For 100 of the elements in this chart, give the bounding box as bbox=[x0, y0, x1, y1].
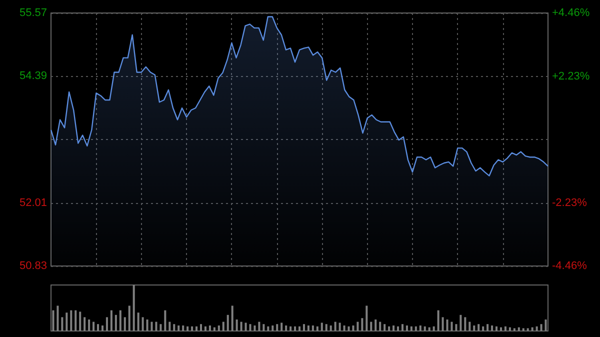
bar bbox=[356, 322, 359, 331]
bar bbox=[236, 320, 238, 331]
bar bbox=[526, 328, 529, 331]
bar bbox=[464, 317, 466, 331]
bar bbox=[66, 312, 68, 331]
bar bbox=[61, 317, 64, 331]
bar bbox=[536, 326, 538, 331]
bar bbox=[142, 317, 144, 331]
bar bbox=[388, 326, 390, 331]
bar bbox=[88, 320, 90, 331]
bar bbox=[338, 322, 341, 331]
bar bbox=[124, 317, 126, 331]
bar bbox=[455, 324, 458, 331]
bar bbox=[450, 322, 453, 331]
bar bbox=[424, 326, 426, 331]
bar bbox=[132, 285, 135, 331]
bar bbox=[504, 326, 506, 331]
bar bbox=[285, 325, 288, 331]
bar bbox=[84, 317, 86, 331]
bar bbox=[508, 327, 511, 331]
bar bbox=[168, 322, 171, 331]
bar bbox=[137, 312, 140, 331]
bar bbox=[428, 327, 430, 331]
bar bbox=[110, 310, 112, 331]
bar bbox=[513, 328, 516, 331]
bar bbox=[325, 324, 328, 331]
bar bbox=[419, 325, 422, 331]
bar bbox=[531, 327, 534, 331]
bar bbox=[544, 320, 547, 331]
bar bbox=[352, 325, 354, 331]
bar bbox=[97, 324, 100, 331]
y-tick-label: 50.83 bbox=[19, 260, 47, 272]
bar bbox=[79, 312, 82, 331]
bar bbox=[414, 326, 417, 331]
bar bbox=[401, 324, 404, 331]
bar bbox=[370, 322, 372, 331]
bar bbox=[213, 327, 216, 331]
bar bbox=[74, 310, 77, 331]
bar bbox=[164, 310, 166, 331]
bar bbox=[316, 326, 318, 331]
bar bbox=[410, 326, 412, 331]
bar bbox=[330, 325, 332, 331]
bar bbox=[294, 326, 296, 331]
bar bbox=[196, 326, 198, 331]
bar bbox=[406, 325, 408, 331]
bar bbox=[150, 322, 153, 331]
bar bbox=[218, 325, 220, 331]
bar bbox=[334, 322, 336, 331]
bar bbox=[106, 317, 108, 331]
bar bbox=[146, 320, 148, 331]
bar bbox=[500, 327, 502, 331]
bar bbox=[478, 324, 480, 331]
bar bbox=[244, 322, 247, 331]
bar bbox=[173, 324, 176, 331]
bar bbox=[52, 310, 54, 331]
bar bbox=[155, 322, 158, 331]
bar bbox=[384, 324, 386, 331]
y-tick-label: 55.57 bbox=[19, 7, 47, 19]
bar bbox=[437, 310, 440, 331]
bar bbox=[396, 326, 400, 331]
bar bbox=[348, 326, 350, 331]
bar bbox=[460, 314, 462, 331]
bar bbox=[432, 326, 435, 331]
y2-tick-label: -4.46% bbox=[552, 260, 588, 272]
bar bbox=[200, 324, 202, 331]
bar bbox=[204, 326, 206, 331]
bar bbox=[240, 322, 242, 331]
y2-tick-label: +4.46% bbox=[552, 7, 590, 19]
bar bbox=[343, 325, 346, 331]
bar bbox=[496, 326, 498, 331]
y-tick-label: 52.01 bbox=[19, 197, 47, 210]
bar bbox=[101, 325, 104, 331]
y2-tick-label: -2.23% bbox=[552, 196, 588, 209]
bar bbox=[249, 324, 252, 331]
bar bbox=[128, 306, 130, 331]
bar bbox=[361, 318, 364, 331]
bar bbox=[267, 326, 270, 331]
bar bbox=[290, 326, 292, 331]
bar bbox=[254, 325, 256, 331]
bar bbox=[186, 326, 189, 331]
bar bbox=[276, 324, 278, 331]
bar bbox=[280, 322, 283, 331]
bar bbox=[258, 322, 260, 331]
bar bbox=[298, 326, 301, 331]
bar bbox=[374, 320, 377, 331]
bar bbox=[468, 322, 471, 331]
y2-tick-label: +2.23% bbox=[552, 70, 590, 82]
bar bbox=[446, 320, 448, 331]
bar bbox=[522, 328, 524, 331]
bar bbox=[473, 325, 476, 331]
bar bbox=[70, 310, 72, 331]
bar bbox=[114, 314, 117, 331]
bar bbox=[379, 322, 382, 331]
bar bbox=[191, 326, 194, 331]
bar bbox=[540, 324, 542, 331]
bar bbox=[482, 326, 484, 331]
bar bbox=[231, 306, 234, 331]
bar bbox=[182, 325, 184, 331]
bar bbox=[262, 324, 265, 331]
bar bbox=[442, 317, 444, 331]
